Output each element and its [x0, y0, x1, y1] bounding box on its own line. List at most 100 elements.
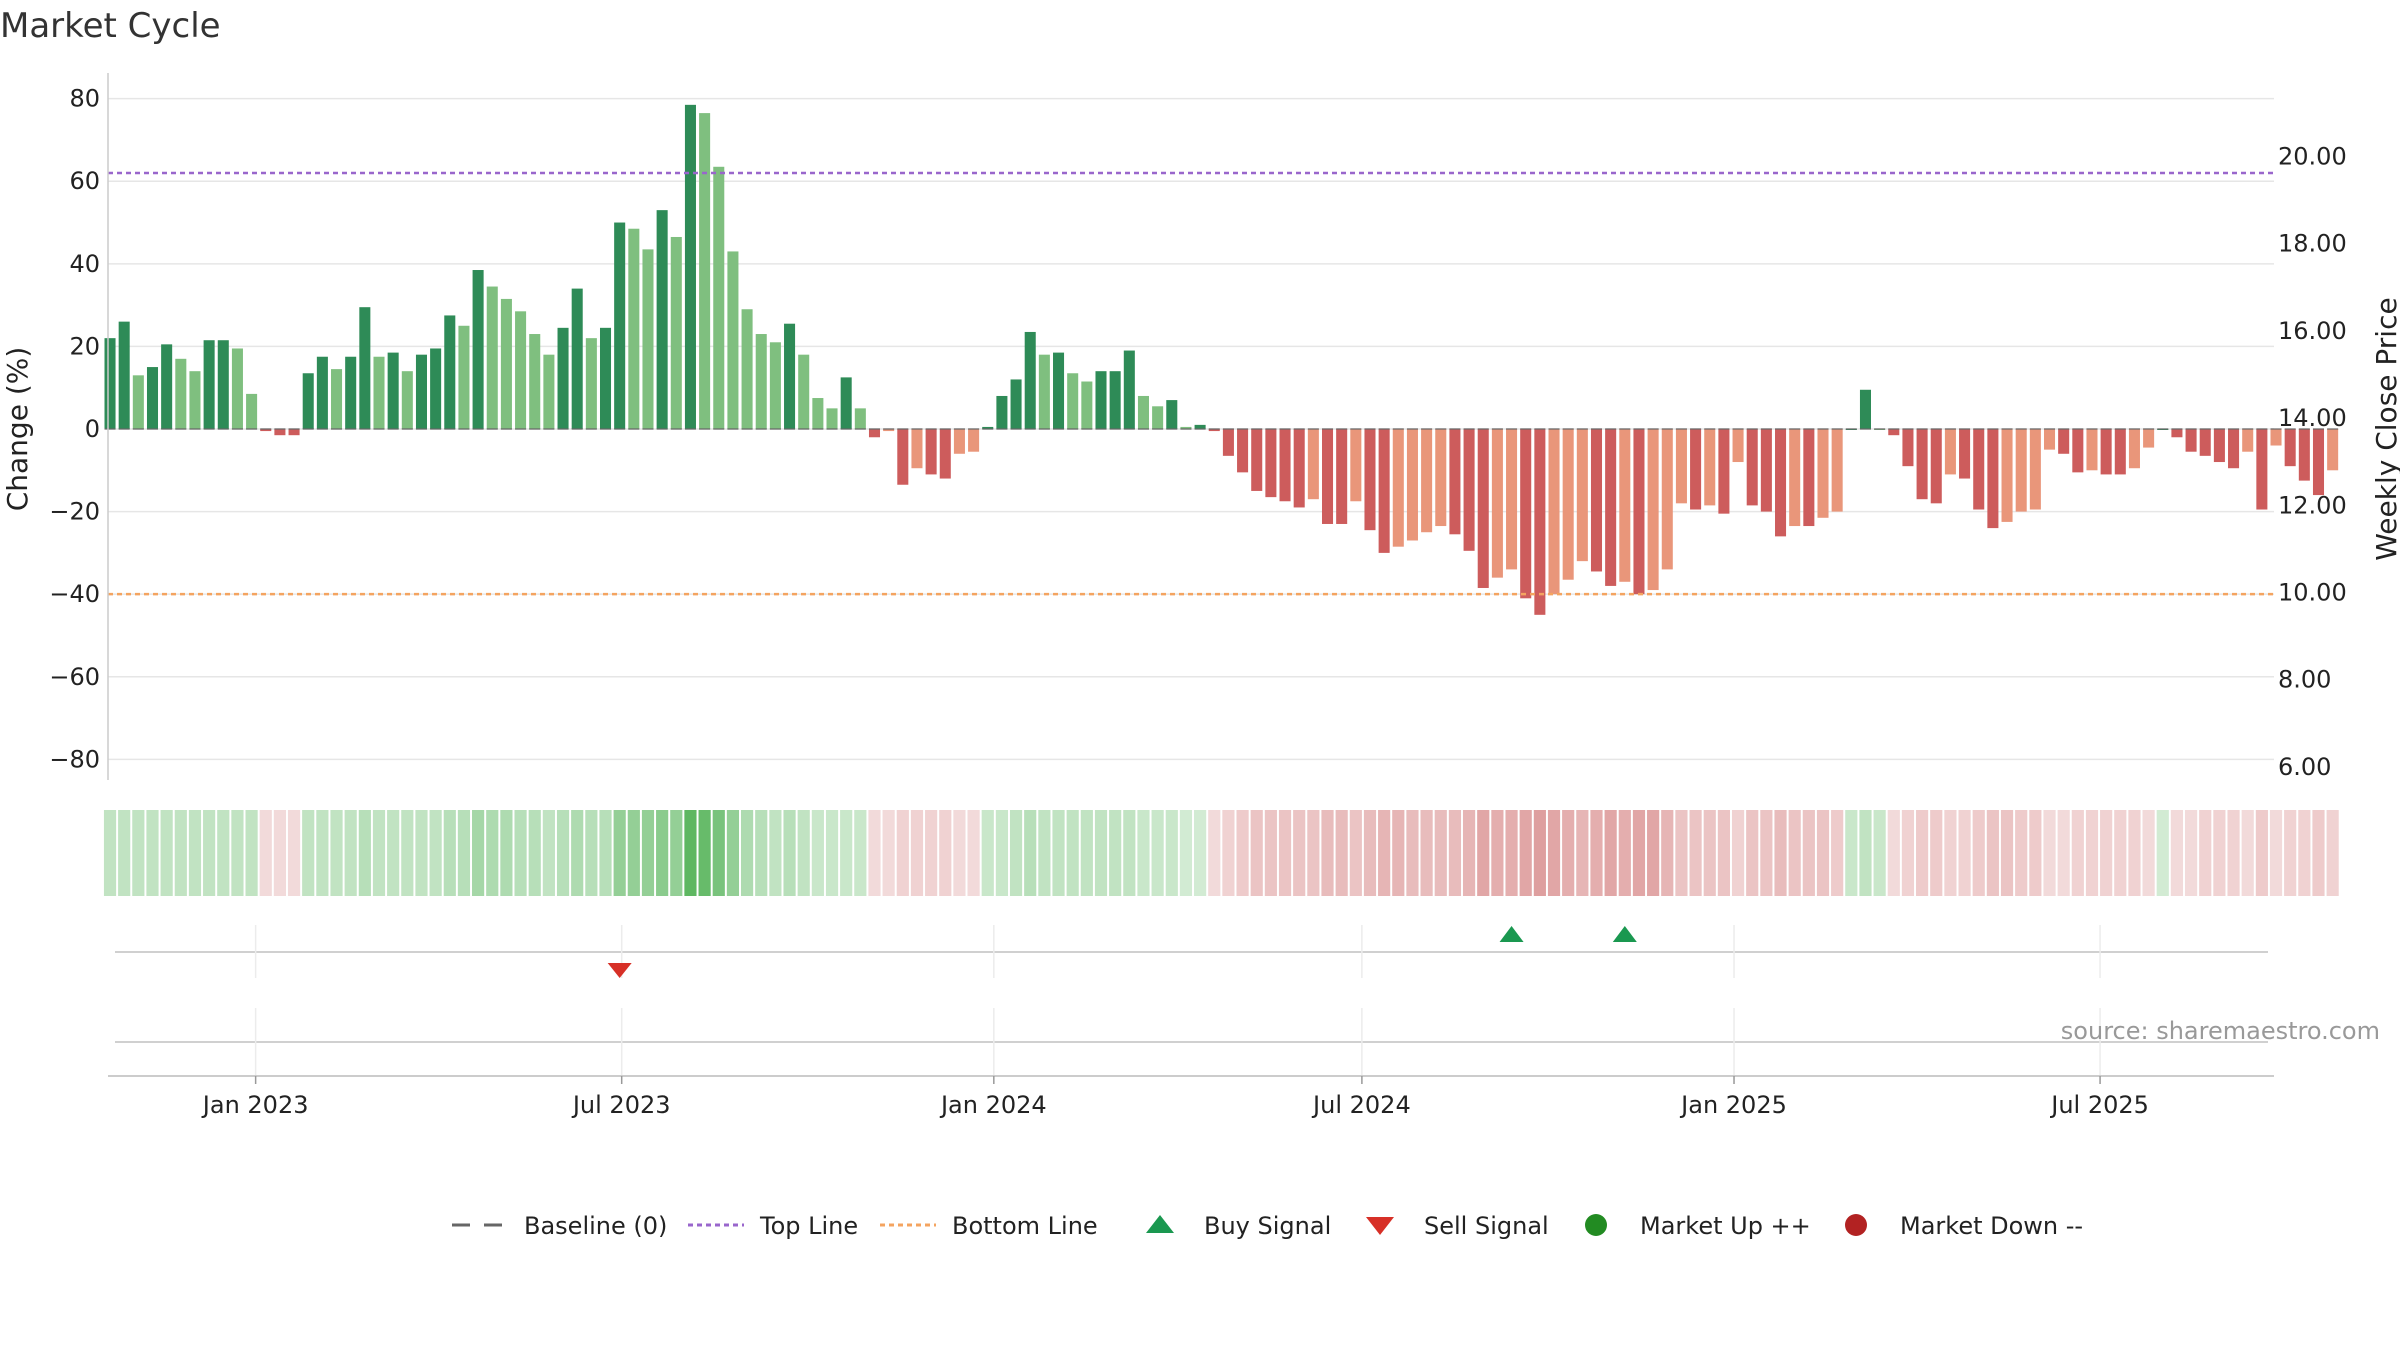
heat-cell — [1335, 810, 1348, 896]
heat-cell — [939, 810, 952, 896]
bar — [1251, 429, 1263, 491]
bar — [1633, 429, 1645, 595]
heat-cell — [995, 810, 1008, 896]
bar — [2284, 429, 2296, 467]
heat-cell — [1378, 810, 1391, 896]
bar — [1562, 429, 1574, 580]
chart-title: Market Cycle — [0, 6, 221, 46]
heat-cell — [1717, 810, 1730, 896]
heat-cell — [811, 810, 824, 896]
bar — [373, 356, 385, 429]
baseline-tick — [925, 428, 937, 430]
baseline-tick — [699, 428, 711, 430]
bar — [1520, 429, 1532, 599]
heat-cell — [1321, 810, 1334, 896]
bar — [1888, 429, 1900, 436]
bar — [1463, 429, 1475, 551]
heat-cell — [1703, 810, 1716, 896]
y-tick-label: 0 — [85, 415, 100, 443]
heat-cell — [514, 810, 527, 896]
baseline-tick — [146, 428, 159, 430]
bar — [2043, 429, 2056, 450]
baseline-tick — [1732, 428, 1744, 430]
bar — [1435, 429, 1447, 527]
x-tick-label: Jul 2024 — [1311, 1091, 1411, 1119]
baseline-tick — [897, 428, 909, 430]
heat-cell — [1547, 810, 1561, 896]
baseline-tick — [911, 428, 923, 430]
baseline-tick — [2086, 428, 2098, 430]
bar — [217, 340, 229, 429]
heat-cell — [2142, 810, 2155, 896]
bar — [203, 340, 215, 429]
baseline-tick — [2114, 428, 2126, 430]
baseline-tick — [1661, 428, 1673, 430]
heat-cell — [273, 810, 286, 896]
baseline-tick — [812, 428, 824, 430]
bar — [104, 338, 116, 429]
baseline-tick — [1038, 428, 1050, 430]
heat-cell — [1080, 810, 1093, 896]
heat-cell — [1632, 810, 1646, 896]
baseline-tick — [1180, 428, 1192, 430]
baseline-tick — [2298, 428, 2310, 430]
heat-cell — [2241, 810, 2254, 896]
baseline-tick — [784, 428, 796, 430]
baseline-tick — [1435, 428, 1447, 430]
heat-cell — [231, 810, 244, 896]
heat-cell — [1009, 810, 1023, 896]
bar — [968, 429, 980, 452]
bar — [1406, 429, 1418, 541]
baseline-tick — [1406, 428, 1418, 430]
heat-cell — [2298, 810, 2311, 896]
bar — [345, 356, 357, 429]
heat-cell — [868, 810, 881, 896]
bar — [2100, 429, 2112, 475]
bar — [401, 371, 413, 429]
baseline-tick — [1704, 428, 1716, 430]
y-tick-label: 60 — [69, 167, 100, 195]
baseline-tick — [1760, 428, 1772, 430]
bar — [1166, 400, 1178, 429]
heat-cell — [443, 810, 456, 896]
baseline-tick — [1930, 428, 1942, 430]
baseline-tick — [2157, 428, 2169, 430]
bar — [1916, 429, 1928, 500]
bar — [415, 354, 427, 429]
bar — [1661, 429, 1673, 570]
y-tick-label: −80 — [49, 745, 100, 773]
baseline-tick — [331, 428, 343, 430]
bar — [1194, 424, 1206, 429]
bar — [628, 228, 640, 429]
heat-cell — [1094, 810, 1108, 896]
baseline-tick — [1831, 428, 1843, 430]
baseline-tick — [826, 428, 838, 430]
bar — [1732, 429, 1744, 463]
heat-cell — [217, 810, 230, 896]
bar — [430, 348, 442, 429]
bar — [996, 395, 1008, 429]
heat-cell — [2043, 810, 2056, 896]
bar — [599, 327, 612, 429]
baseline-tick — [1520, 428, 1532, 430]
bar — [1067, 373, 1079, 429]
heat-cell — [1052, 810, 1065, 896]
baseline-tick — [246, 428, 258, 430]
bar — [2114, 429, 2126, 475]
bar — [614, 222, 626, 429]
heat-cell — [2015, 810, 2028, 896]
heat-cell — [1661, 810, 1674, 896]
bar — [741, 309, 753, 429]
bar — [288, 429, 300, 436]
baseline-tick — [132, 428, 144, 430]
source-text: source: sharemaestro.com — [2061, 1017, 2380, 1045]
heat-cell — [132, 810, 145, 896]
heat-cell — [2114, 810, 2127, 896]
baseline-tick — [939, 428, 951, 430]
baseline-tick — [1973, 428, 1985, 430]
baseline-tick — [1222, 428, 1234, 430]
heat-cell — [967, 810, 980, 896]
bar — [1789, 429, 1801, 527]
baseline-tick — [769, 428, 781, 430]
baseline-tick — [1888, 428, 1900, 430]
